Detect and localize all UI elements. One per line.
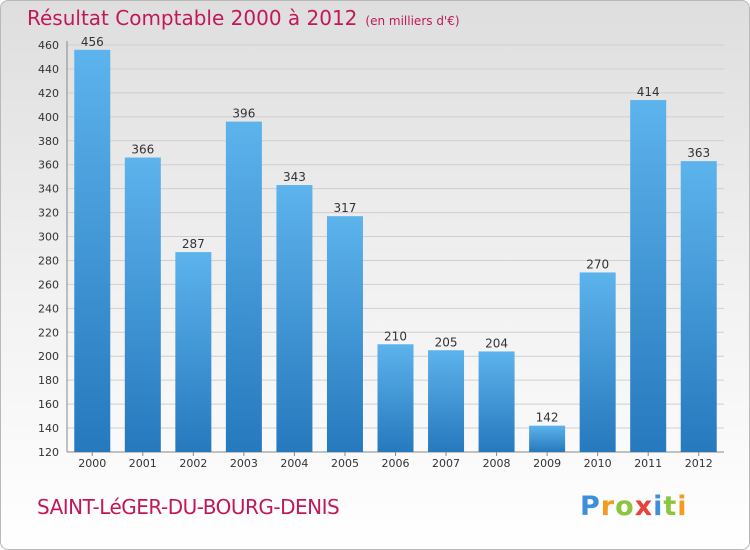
- chart-subtitle: (en milliers d'€): [365, 14, 460, 28]
- bar-value-label: 317: [334, 201, 357, 215]
- bar-2001: [124, 157, 161, 452]
- y-tick-label: 440: [38, 63, 59, 76]
- y-tick-label: 280: [38, 254, 59, 267]
- logo-letter: i: [653, 491, 664, 522]
- x-tick-label: 2005: [331, 457, 359, 470]
- y-tick-label: 120: [38, 446, 59, 459]
- bar-value-label: 414: [637, 85, 660, 99]
- bar-2012: [680, 161, 717, 453]
- logo-letter: P: [580, 491, 601, 522]
- y-tick-label: 140: [38, 422, 59, 435]
- logo-letter: x: [634, 491, 654, 522]
- proxiti-logo: Proxiti: [580, 491, 688, 522]
- bar-2004: [276, 185, 313, 452]
- bar-2011: [630, 100, 667, 453]
- x-tick-label: 2000: [78, 457, 106, 470]
- y-tick-label: 380: [38, 135, 59, 148]
- x-tick-label: 2001: [129, 457, 157, 470]
- bar-value-label: 270: [586, 257, 609, 271]
- bar-2003: [225, 121, 262, 453]
- bar-value-label: 363: [687, 146, 710, 160]
- y-tick-label: 360: [38, 159, 59, 172]
- x-tick-label: 2011: [634, 457, 662, 470]
- x-tick-label: 2004: [280, 457, 308, 470]
- y-tick-label: 460: [38, 39, 59, 52]
- y-tick-label: 420: [38, 87, 59, 100]
- bar-2006: [377, 344, 414, 452]
- bar-value-label: 287: [182, 237, 205, 251]
- bar-value-label: 343: [283, 170, 306, 184]
- bar-2008: [478, 351, 515, 452]
- bar-value-label: 210: [384, 329, 407, 343]
- bar-2009: [529, 425, 566, 452]
- y-tick-label: 200: [38, 350, 59, 363]
- x-tick-label: 2012: [685, 457, 713, 470]
- x-tick-label: 2003: [230, 457, 258, 470]
- x-tick-label: 2010: [584, 457, 612, 470]
- bar-2007: [428, 350, 465, 452]
- bar-value-label: 205: [435, 335, 458, 349]
- bar-2000: [74, 49, 111, 452]
- bar-2005: [326, 216, 363, 452]
- logo-letter: r: [600, 491, 616, 522]
- logo-letter: o: [615, 491, 635, 522]
- logo-letter: i: [677, 491, 688, 522]
- y-tick-label: 300: [38, 231, 59, 244]
- y-tick-label: 220: [38, 326, 59, 339]
- y-tick-label: 180: [38, 374, 59, 387]
- y-tick-label: 260: [38, 278, 59, 291]
- chart-title-main: Résultat Comptable 2000 à 2012: [27, 6, 358, 30]
- y-tick-label: 400: [38, 111, 59, 124]
- y-tick-label: 160: [38, 398, 59, 411]
- bar-value-label: 396: [232, 107, 255, 121]
- logo-letter: t: [663, 491, 678, 522]
- x-tick-label: 2008: [483, 457, 511, 470]
- commune-name: SAINT-LéGER-DU-BOURG-DENIS: [37, 495, 340, 519]
- y-tick-label: 320: [38, 207, 59, 220]
- y-tick-label: 340: [38, 183, 59, 196]
- x-tick-label: 2002: [179, 457, 207, 470]
- x-tick-label: 2006: [382, 457, 410, 470]
- bar-value-label: 204: [485, 336, 508, 350]
- bar-2002: [175, 252, 212, 452]
- bar-value-label: 142: [536, 411, 559, 425]
- bar-value-label: 366: [131, 143, 154, 157]
- bar-value-label: 456: [81, 35, 104, 49]
- bar-2010: [579, 272, 616, 452]
- x-tick-label: 2007: [432, 457, 460, 470]
- y-tick-label: 240: [38, 302, 59, 315]
- x-tick-label: 2009: [533, 457, 561, 470]
- chart-title: Résultat Comptable 2000 à 2012 (en millie…: [27, 6, 460, 30]
